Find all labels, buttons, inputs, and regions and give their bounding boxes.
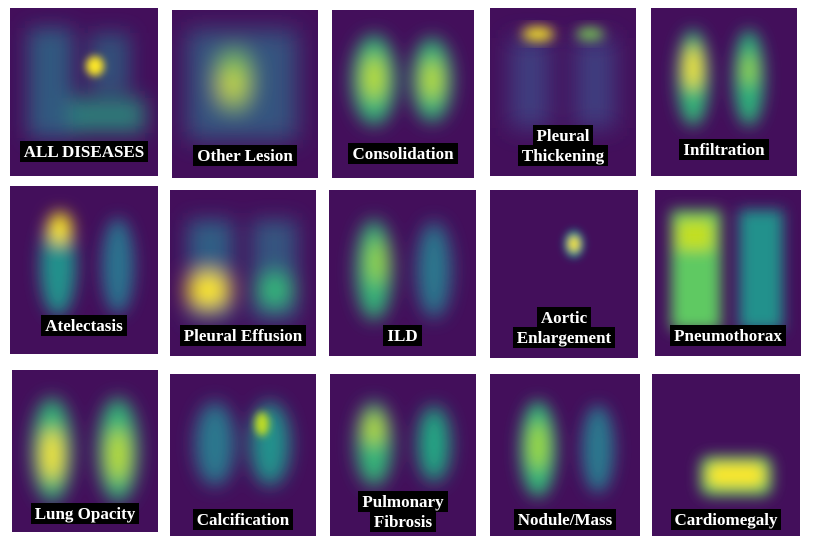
heatmap-panel-consolidation: Consolidation: [332, 10, 474, 178]
heatmap-pleural-thickening: [510, 27, 615, 128]
heatmap-panel-pleural-effusion: Pleural Effusion: [170, 190, 316, 356]
heatmap-consolidation: [352, 35, 452, 125]
heatmap-pneumothorax: [671, 210, 783, 330]
heatmap-nodule-mass: [520, 401, 614, 497]
panel-label: ALL DISEASES: [10, 141, 158, 162]
panel-label: Lung Opacity: [12, 503, 158, 524]
heatmap-atelectasis: [40, 212, 134, 316]
heatmap-panel-pulmonary-fibrosis: Pulmonary Fibrosis: [330, 374, 476, 536]
heatmap-panel-infiltration: Infiltration: [651, 8, 797, 176]
panel-label: Nodule/Mass: [490, 509, 640, 530]
heatmap-panel-lung-opacity: Lung Opacity: [12, 370, 158, 532]
panel-label: Atelectasis: [10, 315, 158, 336]
heatmap-ild: [356, 220, 451, 320]
heatmap-panel-nodule-mass: Nodule/Mass: [490, 374, 640, 536]
panel-label: Pulmonary Fibrosis: [330, 491, 476, 532]
panel-label: ILD: [329, 325, 476, 346]
heatmap-infiltration: [677, 30, 764, 126]
heatmap-pulmonary-fibrosis: [356, 402, 450, 486]
panel-label: Other Lesion: [172, 145, 318, 166]
heatmap-panel-atelectasis: Atelectasis: [10, 186, 158, 354]
panel-label: Pleural Thickening: [490, 125, 636, 166]
heatmap-calcification: [195, 402, 290, 486]
heatmap-cardiomegaly: [700, 456, 772, 496]
panel-label: Aortic Enlargement: [490, 307, 638, 348]
panel-label: Calcification: [170, 509, 316, 530]
heatmap-panel-ild: ILD: [329, 190, 476, 356]
heatmap-panel-aortic-enlargement: Aortic Enlargement: [490, 190, 638, 358]
panel-label: Cardiomegaly: [652, 509, 800, 530]
heatmap-panel-pleural-thickening: Pleural Thickening: [490, 8, 636, 176]
panel-label: Infiltration: [651, 139, 797, 160]
panel-label: Pleural Effusion: [170, 325, 316, 346]
heatmap-pleural-effusion: [186, 220, 297, 320]
heatmap-panel-all-diseases: ALL DISEASES: [10, 8, 158, 176]
heatmap-other-lesion: [187, 30, 297, 140]
heatmap-lung-opacity: [32, 398, 138, 502]
heatmap-aortic-enlargement: [564, 230, 584, 258]
heatmap-panel-other-lesion: Other Lesion: [172, 10, 318, 178]
heatmap-all-diseases: [28, 28, 145, 138]
heatmap-panel-cardiomegaly: Cardiomegaly: [652, 374, 800, 536]
heatmap-panel-pneumothorax: Pneumothorax: [655, 190, 801, 356]
heatmap-panel-calcification: Calcification: [170, 374, 316, 536]
panel-label: Pneumothorax: [655, 325, 801, 346]
panel-label: Consolidation: [332, 143, 474, 164]
